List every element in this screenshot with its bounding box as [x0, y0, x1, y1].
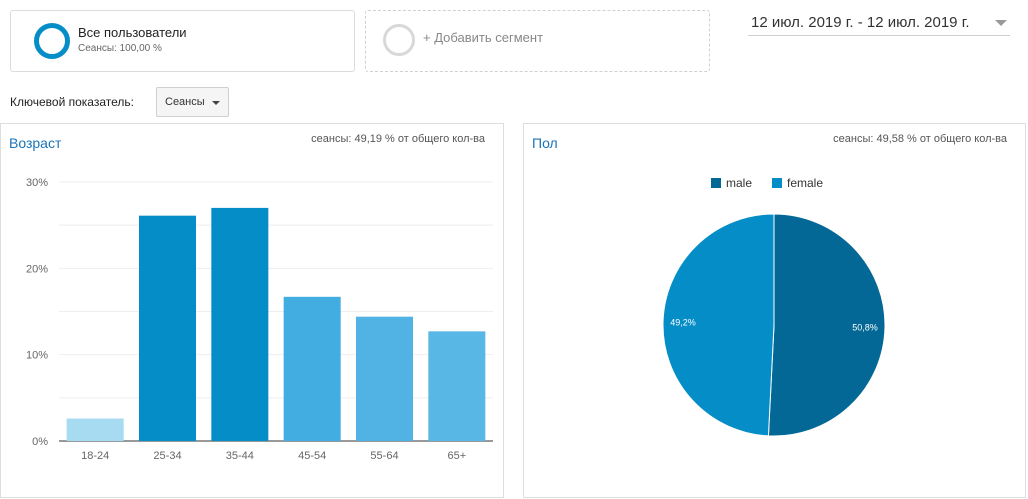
age-bar-chart: 0% 10% 20% 30% 18-24 25-34 35-44 45-54 55-64 65+ — [26, 177, 493, 462]
age-panel-title: Возраст — [9, 135, 62, 151]
metric-select[interactable]: Сеансы — [156, 87, 229, 117]
chevron-down-icon — [995, 20, 1007, 26]
gender-panel-title: Пол — [532, 135, 558, 151]
segment-subtitle: Сеансы: 100,00 % — [78, 43, 162, 54]
y-tick-label: 30% — [26, 177, 48, 189]
bar-45-54[interactable] — [283, 296, 341, 441]
x-tick-label: 45-54 — [298, 450, 326, 462]
legend-swatch-female — [772, 178, 782, 188]
pie-value-label: 49,2% — [670, 318, 696, 328]
segment-title: Все пользователи — [78, 25, 187, 40]
x-tick-label: 18-24 — [81, 450, 109, 462]
y-tick-label: 0% — [32, 436, 48, 448]
y-tick-label: 10% — [26, 350, 48, 362]
x-tick-label: 65+ — [447, 450, 466, 462]
legend-swatch-male — [711, 178, 721, 188]
date-range-picker[interactable]: 12 июл. 2019 г. - 12 июл. 2019 г. — [748, 14, 1010, 36]
add-segment-button[interactable]: + Добавить сегмент — [365, 10, 710, 72]
age-panel-note: сеансы: 49,19 % от общего кол-ва — [311, 133, 485, 145]
y-tick-label: 20% — [26, 263, 48, 275]
segment-all-users[interactable]: Все пользователи Сеансы: 100,00 % — [10, 10, 355, 72]
x-tick-label: 35-44 — [226, 450, 254, 462]
bar-35-44[interactable] — [211, 207, 269, 441]
bar-55-64[interactable] — [356, 316, 413, 441]
legend-label-male: male — [726, 176, 752, 190]
x-tick-label: 55-64 — [370, 450, 398, 462]
segment-placeholder-ring-icon — [383, 24, 415, 56]
bar-18-24[interactable] — [66, 418, 124, 441]
gender-panel: Пол сеансы: 49,58 % от общего кол-ва mal… — [523, 123, 1026, 498]
pie-slice-female[interactable] — [662, 213, 775, 437]
dropdown-arrow-icon — [212, 101, 220, 105]
add-segment-label: + Добавить сегмент — [423, 30, 544, 45]
pie-slice-male[interactable] — [767, 213, 886, 437]
metric-label: Ключевой показатель: — [10, 95, 134, 109]
age-panel: Возраст сеансы: 49,19 % от общего кол-ва… — [0, 123, 504, 498]
date-range-text: 12 июл. 2019 г. - 12 июл. 2019 г. — [751, 14, 970, 31]
bar-65+[interactable] — [428, 331, 486, 441]
legend-label-female: female — [787, 176, 823, 190]
pie-value-label: 50,8% — [852, 322, 878, 332]
gender-panel-note: сеансы: 49,58 % от общего кол-ва — [833, 133, 1007, 145]
gender-pie-chart: male female 50,8% 49,2% — [662, 176, 886, 437]
metric-select-value: Сеансы — [165, 96, 205, 108]
bar-25-34[interactable] — [139, 215, 196, 441]
x-tick-label: 25-34 — [153, 450, 181, 462]
segment-ring-icon — [34, 23, 70, 59]
